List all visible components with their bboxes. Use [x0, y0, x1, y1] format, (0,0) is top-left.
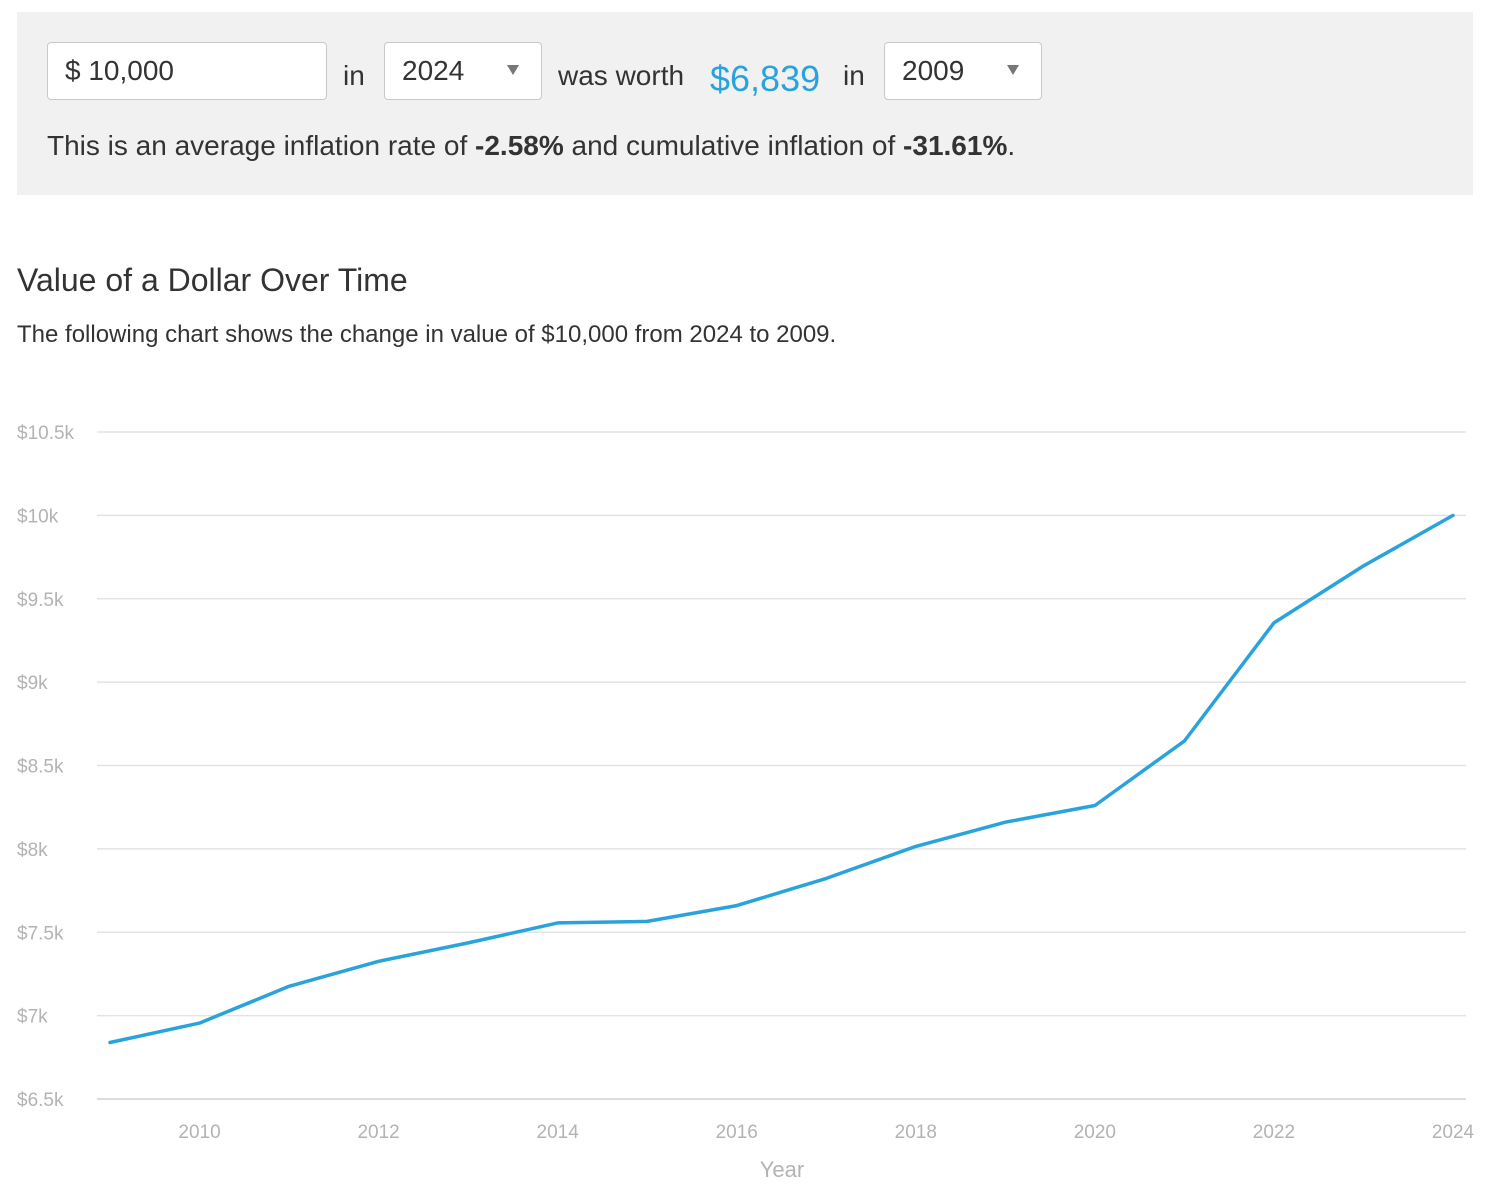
from-year-value: 2024: [402, 55, 465, 86]
series: [108, 513, 1455, 1045]
summary-middle: and cumulative inflation of: [563, 130, 904, 161]
y-tick-label: $7k: [17, 1007, 48, 1028]
x-tick-label: 2024: [1432, 1122, 1475, 1143]
calculator-panel: $ 10,000 in 2024 was worth $6,839 in 200…: [17, 12, 1473, 195]
x-axis-title: Year: [760, 1157, 804, 1182]
in-label-1: in: [343, 60, 365, 91]
to-year-value: 2009: [902, 55, 965, 86]
y-tick-label: $10k: [17, 506, 59, 527]
caret-down-icon: [1007, 65, 1019, 75]
x-tick-label: 2014: [537, 1122, 580, 1143]
x-tick-label: 2010: [178, 1122, 220, 1143]
worth-value: $6,839: [710, 58, 821, 99]
cumulative-rate: -31.61%: [903, 130, 1008, 161]
from-year-select[interactable]: 2024: [384, 42, 542, 100]
series-line: [108, 513, 1455, 1045]
chart-section-title: Value of a Dollar Over Time: [17, 262, 408, 298]
x-axis: 2010 2012 2014 2016 2018 2020 2022 2024: [178, 1122, 1474, 1143]
y-axis: $10.5k $10k $9.5k $9k $8.5k $8k $7.5k $7k $6.5k: [17, 423, 75, 1111]
chart-section-description: The following chart shows the change in …: [17, 321, 837, 348]
summary-prefix: This is an average inflation rate of: [47, 130, 476, 161]
y-tick-label: $6.5k: [17, 1090, 64, 1111]
caret-down-icon: [507, 65, 519, 75]
was-worth-label: was worth: [558, 60, 685, 91]
summary-suffix: .: [1007, 130, 1016, 161]
in-label-2: in: [843, 60, 865, 91]
x-tick-label: 2016: [716, 1122, 758, 1143]
grid: [97, 431, 1466, 1100]
amount-input[interactable]: $ 10,000: [47, 42, 327, 100]
y-tick-label: $9k: [17, 673, 48, 694]
average-rate: -2.58%: [475, 130, 564, 161]
inflation-summary: This is an average inflation rate of -2.…: [47, 130, 1015, 162]
y-tick-label: $9.5k: [17, 590, 64, 611]
x-tick-label: 2018: [895, 1122, 937, 1143]
x-tick-label: 2022: [1253, 1122, 1295, 1143]
y-tick-label: $8k: [17, 840, 48, 861]
y-tick-label: $10.5k: [17, 423, 75, 444]
y-tick-label: $8.5k: [17, 757, 64, 778]
x-tick-label: 2012: [357, 1122, 399, 1143]
value-over-time-chart: $10.5k$10k$9.5k$9k$8.5k$8k$7.5k$7k$6.5k …: [17, 423, 1475, 1182]
x-tick-label: 2020: [1074, 1122, 1116, 1143]
y-tick-label: $7.5k: [17, 923, 64, 944]
to-year-select[interactable]: 2009: [884, 42, 1042, 100]
